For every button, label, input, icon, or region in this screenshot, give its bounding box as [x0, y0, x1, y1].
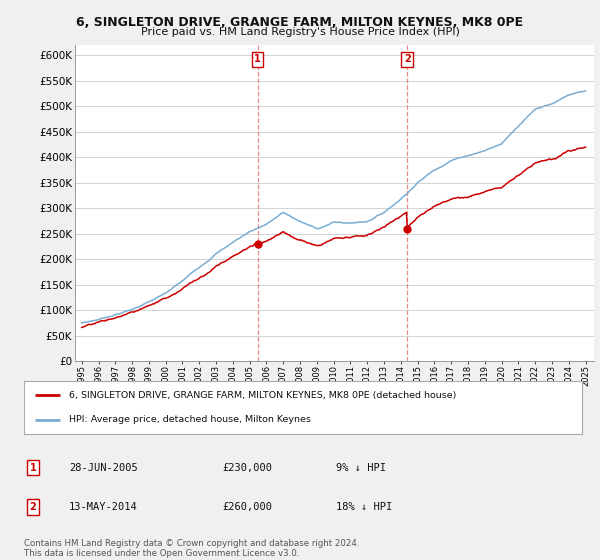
Text: Contains HM Land Registry data © Crown copyright and database right 2024.
This d: Contains HM Land Registry data © Crown c…	[24, 539, 359, 558]
Text: 13-MAY-2014: 13-MAY-2014	[69, 502, 138, 512]
Text: 28-JUN-2005: 28-JUN-2005	[69, 463, 138, 473]
Text: 1: 1	[254, 54, 261, 64]
Text: 2: 2	[29, 502, 37, 512]
Text: HPI: Average price, detached house, Milton Keynes: HPI: Average price, detached house, Milt…	[68, 415, 311, 424]
Text: £260,000: £260,000	[222, 502, 272, 512]
Text: 1: 1	[29, 463, 37, 473]
Text: 2: 2	[404, 54, 410, 64]
Text: 6, SINGLETON DRIVE, GRANGE FARM, MILTON KEYNES, MK8 0PE (detached house): 6, SINGLETON DRIVE, GRANGE FARM, MILTON …	[68, 391, 456, 400]
Text: £230,000: £230,000	[222, 463, 272, 473]
Text: 9% ↓ HPI: 9% ↓ HPI	[336, 463, 386, 473]
Text: Price paid vs. HM Land Registry's House Price Index (HPI): Price paid vs. HM Land Registry's House …	[140, 27, 460, 37]
Text: 6, SINGLETON DRIVE, GRANGE FARM, MILTON KEYNES, MK8 0PE: 6, SINGLETON DRIVE, GRANGE FARM, MILTON …	[76, 16, 524, 29]
Text: 18% ↓ HPI: 18% ↓ HPI	[336, 502, 392, 512]
